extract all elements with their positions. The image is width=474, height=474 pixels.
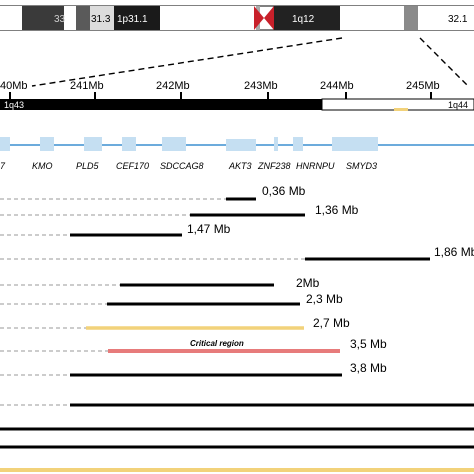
- deletion-label-2: 1,36 Mb: [315, 203, 359, 217]
- gene-label-1: 7: [0, 161, 6, 171]
- gene-box-znf238: [274, 137, 278, 151]
- band-label-1q44: 1q44: [448, 100, 468, 110]
- band-label-1p31-1: 1p31.1: [117, 14, 148, 25]
- deletion-label-7: 2,7 Mb: [313, 316, 350, 330]
- deletion-label-4: 1,86 Mb: [434, 245, 474, 259]
- gene-track: 7 KMO PLD5 CEF170 SDCCAG8 AKT3 ZNF238 HN…: [0, 137, 474, 171]
- tick-label-242: 242Mb: [156, 80, 190, 92]
- zoom-line-right: [419, 37, 469, 87]
- band-label-1q12: 1q12: [292, 14, 315, 25]
- band-label-33: 33: [54, 14, 66, 25]
- gene-box-pld5: [84, 137, 102, 151]
- gene-label-znf238: ZNF238: [257, 161, 291, 171]
- gene-label-kmo: KMO: [32, 161, 53, 171]
- gene-box-hnrnpu: [293, 137, 303, 151]
- deletion-label-10: 3,8 Mb: [350, 361, 387, 375]
- gene-box-akt3: [226, 139, 256, 151]
- deletion-label-3: 1,47 Mb: [187, 222, 231, 236]
- gene-label-smyd3: SMYD3: [346, 161, 377, 171]
- tick-label-240: 40Mb: [0, 80, 28, 92]
- deletion-label-6: 2,3 Mb: [306, 292, 343, 306]
- band-label-31-3: 31.3: [91, 14, 111, 25]
- position-ruler: 40Mb 241Mb 242Mb 243Mb 244Mb 245Mb 1q43 …: [0, 80, 474, 111]
- critical-region-label: Critical region: [190, 339, 244, 348]
- gene-box-smyd3: [332, 137, 378, 151]
- band-marker: [394, 108, 408, 111]
- gene-label-pld5: PLD5: [76, 161, 100, 171]
- gene-label-sdccag8: SDCCAG8: [160, 161, 204, 171]
- tick-label-243: 243Mb: [244, 80, 278, 92]
- deletion-label-9: 3,5 Mb: [350, 337, 387, 351]
- band-bar-1q43: [0, 99, 322, 110]
- deletion-label-1: 0,36 Mb: [262, 184, 306, 198]
- centromere-left: [254, 6, 264, 30]
- gene-label-akt3: AKT3: [228, 161, 252, 171]
- band-label-1q43: 1q43: [4, 100, 24, 110]
- gene-label-hnrnpu: HNRNPU: [296, 161, 335, 171]
- chromosome-ideogram: 33 31.3 1p31.1 1q12 32.1: [0, 5, 474, 31]
- gene-box-sdccag8: [162, 137, 186, 151]
- deletion-rows: 0,36 Mb 1,36 Mb 1,47 Mb 1,86 Mb 2Mb 2,3 …: [0, 184, 474, 472]
- zoom-line-left: [31, 37, 343, 87]
- gene-box-kmo: [40, 137, 54, 151]
- gene-box-cef170: [122, 137, 136, 151]
- tick-label-241: 241Mb: [70, 80, 104, 92]
- centromere-right: [264, 6, 274, 30]
- gene-box-1: [0, 137, 10, 151]
- band-label-32-1: 32.1: [448, 14, 468, 25]
- tick-label-244: 244Mb: [320, 80, 354, 92]
- tick-label-245: 245Mb: [406, 80, 440, 92]
- gene-label-cef170: CEF170: [116, 161, 149, 171]
- deletion-label-5: 2Mb: [296, 276, 320, 290]
